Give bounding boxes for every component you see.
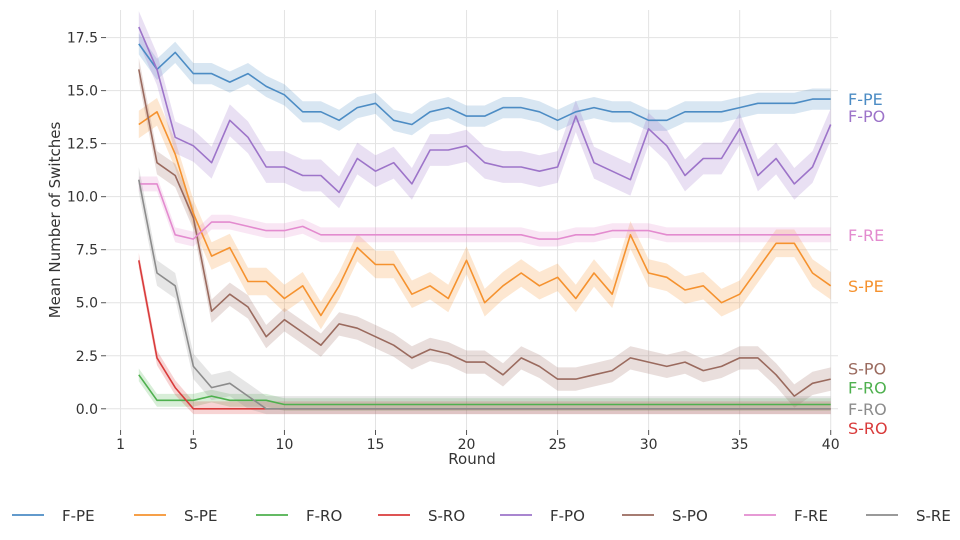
y-tick-label: 5.0 xyxy=(76,296,98,312)
legend-label-s-ro: S-RO xyxy=(428,507,465,525)
band-s-po xyxy=(138,57,831,408)
legend-label-s-po: S-PO xyxy=(672,507,708,525)
line-f-re xyxy=(138,183,831,240)
x-tick-label: 1 xyxy=(116,437,125,453)
end-label-s-pe: S-PE xyxy=(848,277,884,296)
x-tick-label: 30 xyxy=(640,437,658,453)
x-axis-title: Round xyxy=(448,450,495,468)
y-tick-label: 12.5 xyxy=(67,137,98,153)
y-tick-label: 15.0 xyxy=(67,84,98,100)
x-axis-ticks: 1 5 10 15 20 25 30 35 40 xyxy=(116,430,840,453)
legend-label-f-ro: F-RO xyxy=(306,507,342,525)
x-tick-label: 5 xyxy=(189,437,198,453)
line-s-pe xyxy=(138,111,832,317)
legend-label-f-po: F-PO xyxy=(550,507,585,525)
y-tick-label: 17.5 xyxy=(67,31,98,47)
end-label-f-ro: F-RO xyxy=(848,379,887,398)
y-tick-label: 0.0 xyxy=(76,402,98,418)
band-s-re xyxy=(138,167,831,415)
end-label-f-pe: F-PE xyxy=(848,90,883,109)
x-tick-label: 15 xyxy=(367,437,385,453)
legend-label-f-re: F-RE xyxy=(794,507,828,525)
line-f-pe xyxy=(138,43,831,126)
y-tick-label: 2.5 xyxy=(76,349,98,365)
series-lines xyxy=(138,26,832,410)
line-s-re xyxy=(138,179,831,410)
x-tick-label: 10 xyxy=(276,437,294,453)
confidence-bands xyxy=(138,11,831,415)
legend-label-s-re: S-RE xyxy=(916,507,951,525)
y-axis-title: Mean Number of Switches xyxy=(46,122,64,319)
band-f-po xyxy=(138,11,831,209)
band-f-re xyxy=(138,176,831,247)
band-f-ro xyxy=(138,368,831,411)
end-label-s-ro: S-RO xyxy=(848,419,888,438)
line-s-po xyxy=(138,69,831,397)
band-f-pe xyxy=(138,33,831,136)
y-tick-label: 10.0 xyxy=(67,190,98,206)
end-label-s-po: S-PO xyxy=(848,359,886,378)
end-label-f-re: F-RE xyxy=(848,226,884,245)
x-tick-label: 25 xyxy=(549,437,567,453)
y-axis-ticks: 0.0 2.5 5.0 7.5 10.0 12.5 15.0 17.5 xyxy=(67,31,106,418)
series-end-labels: F-PEF-POF-RES-PES-POF-ROF-ROS-RO xyxy=(848,90,888,438)
end-label-f-ro: F-RO xyxy=(848,400,887,419)
x-tick-label: 20 xyxy=(458,437,476,453)
end-label-f-po: F-PO xyxy=(848,107,885,126)
x-tick-label: 40 xyxy=(822,437,840,453)
legend: F-PE S-PE F-RO S-RO F-PO S-PO F-RE S-RE xyxy=(12,507,951,525)
legend-label-f-pe: F-PE xyxy=(62,507,95,525)
x-tick-label: 35 xyxy=(731,437,749,453)
legend-label-s-pe: S-PE xyxy=(184,507,217,525)
y-tick-label: 7.5 xyxy=(76,243,98,259)
line-f-po xyxy=(138,26,832,194)
band-s-pe xyxy=(138,98,831,330)
grid xyxy=(106,10,838,430)
